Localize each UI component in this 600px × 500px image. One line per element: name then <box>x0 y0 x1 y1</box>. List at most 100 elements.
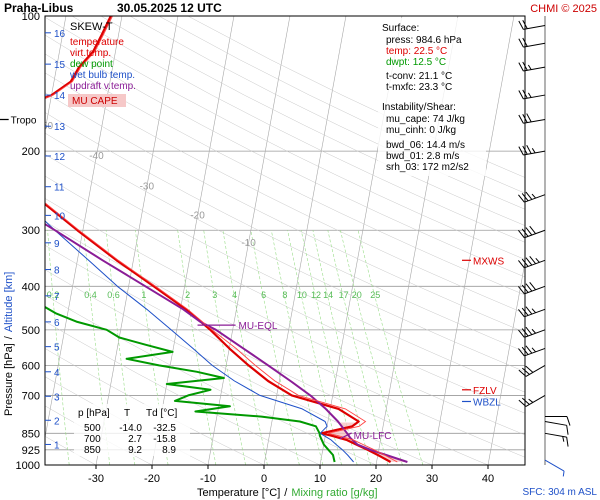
legend-wet-bulb: wet bulb temp. <box>69 70 135 81</box>
barb-half-flag <box>562 470 565 477</box>
wind-barb <box>518 20 546 30</box>
x-tick-label: 20 <box>370 473 382 485</box>
mu-cape-badge <box>68 94 126 107</box>
mixing-ratio-line <box>83 230 111 465</box>
barb-flag <box>529 255 536 265</box>
barb-flag <box>566 425 569 435</box>
wind-barb <box>518 113 546 124</box>
tropopause-label: Tropo <box>11 115 37 126</box>
barb-flag <box>526 145 532 154</box>
surface-tconv: t-conv: 21.1 °C <box>386 71 452 82</box>
barb-shaft <box>524 347 546 357</box>
pressure-tick-label: 700 <box>22 390 40 402</box>
mu-eql-label: MU-EQL <box>239 321 278 332</box>
wind-barb <box>518 37 546 48</box>
levels-header-p: p [hPa] <box>78 408 110 419</box>
shear-bwd01: bwd_01: 2.8 m/s <box>386 151 459 162</box>
mixing-ratio-line <box>327 230 389 465</box>
mixing-ratio-line <box>271 230 324 465</box>
altitude-tick-label: 16 <box>54 29 66 40</box>
altitude-tick-label: 15 <box>54 60 66 71</box>
mixing-ratio-label: 0.2 <box>47 290 60 300</box>
pressure-tick-label: 200 <box>22 146 40 158</box>
isotherm-label: -30 <box>140 182 155 193</box>
mu-lfc-marker <box>339 432 352 440</box>
barb-flag <box>518 38 524 48</box>
sfc-label: SFC: 304 m ASL <box>523 487 598 498</box>
barb-flag <box>518 309 525 318</box>
barb-shaft <box>544 432 567 438</box>
barb-flag <box>525 283 533 292</box>
barb-flag <box>518 399 527 407</box>
dry-adiabat <box>45 244 489 465</box>
cape-area <box>323 422 407 462</box>
dry-adiabat <box>45 294 377 465</box>
barb-flag <box>525 227 533 236</box>
wind-barb <box>518 326 546 338</box>
barb-flag <box>525 257 533 266</box>
mixing-ratio-line <box>287 230 342 465</box>
dry-adiabat <box>45 198 525 436</box>
barb-flag <box>521 397 530 405</box>
in-plot-labels: -80-70-50-40-30-20-100.20.40.61234681012… <box>45 121 380 300</box>
mixing-ratio-line <box>340 230 403 465</box>
barb-flag <box>521 193 529 202</box>
mixing-ratio-label: 4 <box>232 290 237 300</box>
dry-adiabat <box>45 16 525 260</box>
altitude-tick-label: 1 <box>54 440 60 451</box>
levels-row-p: 850 <box>84 445 101 456</box>
y-axis-title-alt: Altitude [km] <box>3 272 15 333</box>
wind-barb <box>518 345 546 357</box>
legend: SKEW-T temperature virt.temp. dew point … <box>68 21 136 107</box>
shear-srh03: srh_03: 172 m2/s2 <box>386 162 469 173</box>
mixing-ratio-label: 12 <box>311 290 321 300</box>
mixing-ratio-label: 1 <box>141 290 146 300</box>
barb-half-flag <box>531 328 536 334</box>
mixing-ratio-line <box>135 230 169 465</box>
plot-frame <box>44 15 526 466</box>
legend-updraft: updraft v.temp. <box>70 81 136 92</box>
y-axis-title-sep: / <box>3 335 15 339</box>
isotherm-label: -10 <box>241 238 256 249</box>
dry-adiabat <box>71 16 525 243</box>
mixing-ratio-label: 10 <box>297 290 307 300</box>
barb-flag <box>522 114 528 123</box>
dry-adiabat <box>45 175 525 414</box>
mixing-ratio-label: 14 <box>323 290 333 300</box>
pressure-tick-label: 850 <box>22 428 40 440</box>
surface-tmxfc: t-mxfc: 23.3 °C <box>386 82 452 93</box>
legend-temperature: temperature <box>70 37 124 48</box>
barb-flag <box>521 328 529 337</box>
axes-labels: 1002003004005006007008509251000123456789… <box>16 11 495 485</box>
altitude-tick-label: 2 <box>54 416 60 427</box>
dry-adiabat <box>45 269 433 465</box>
altitude-tick-label: 12 <box>54 152 66 163</box>
pressure-tick-label: 500 <box>22 325 40 337</box>
dry-adiabat <box>45 112 525 353</box>
barb-flag <box>518 286 525 295</box>
levels-row-td: 8.9 <box>162 445 176 456</box>
profile-series <box>45 16 408 463</box>
x-axis-title-sep: / <box>284 487 288 499</box>
barb-half-flag <box>527 64 532 70</box>
fzlv-label: FZLV <box>473 386 497 397</box>
barb-flag <box>522 20 528 29</box>
series-virtual-temperature-line <box>45 16 398 463</box>
barb-flag <box>518 329 525 338</box>
levels-table-bg <box>74 404 190 456</box>
barb-flag <box>518 62 524 72</box>
series-dew-point-line <box>45 305 336 463</box>
pressure-tick-label: 1000 <box>16 460 40 472</box>
mixing-ratio-label: 8 <box>282 290 287 300</box>
wind-barb <box>545 416 571 426</box>
barb-flag <box>525 191 533 200</box>
pressure-tick-label: 600 <box>22 360 40 372</box>
barb-half-flag <box>527 92 532 98</box>
barb-shaft <box>524 285 546 295</box>
isotherm-line <box>95 16 179 465</box>
barb-flag <box>518 348 525 357</box>
shear-bwd06: bwd_06: 14.4 m/s <box>386 140 465 151</box>
surface-heading: Surface: <box>382 23 419 34</box>
altitude-tick-label: 13 <box>54 122 66 133</box>
